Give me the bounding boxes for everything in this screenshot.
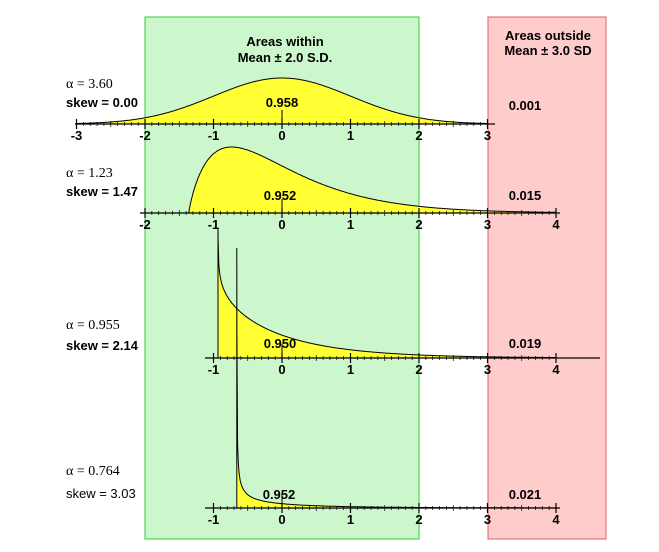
outside-header-line1: Areas outside <box>505 28 591 43</box>
tick-label: 3 <box>484 217 491 232</box>
tick-label: 4 <box>552 217 560 232</box>
tick-label: 1 <box>347 217 354 232</box>
tick-label: -2 <box>139 217 151 232</box>
alpha-label-1: α = 3.60 <box>66 77 113 92</box>
tick-label: -3 <box>71 128 83 143</box>
area-outside-label-1: 0.001 <box>509 98 542 113</box>
panel-4: -1 0 1 2 3 4 α = 0.764 skew = 3.03 0.952 0.02… <box>66 247 560 527</box>
skew-label-1: skew = 0.00 <box>66 95 138 110</box>
skew-label-2: skew = 1.47 <box>66 184 138 199</box>
area-within-label-2: 0.952 <box>264 188 297 203</box>
tick-label: 1 <box>347 128 354 143</box>
tick-label: 4 <box>552 512 560 527</box>
panel-3: -1 0 1 2 3 4 α = 0.955 skew = 2.14 0.950 0.01… <box>66 227 600 377</box>
area-within-label-3: 0.950 <box>264 336 297 351</box>
tick-label: -1 <box>208 362 220 377</box>
outside-band <box>487 16 607 540</box>
within-header-line2: Mean ± 2.0 S.D. <box>238 50 333 65</box>
tick-label: 3 <box>484 362 491 377</box>
tick-label: 0 <box>278 512 285 527</box>
axis-4: -1 0 1 2 3 4 <box>205 494 560 527</box>
area-outside-label-4: 0.021 <box>509 487 542 502</box>
area-outside-label-3: 0.019 <box>509 336 542 351</box>
tick-label: -1 <box>208 217 220 232</box>
tick-label: -1 <box>208 128 220 143</box>
tick-label: 1 <box>347 362 354 377</box>
area-outside-label-2: 0.015 <box>509 188 542 203</box>
tick-label: 0 <box>278 128 285 143</box>
axis-1: -3 -2 -1 0 1 2 3 <box>71 110 495 143</box>
axis-2: -2 -1 0 1 2 3 4 <box>139 199 560 232</box>
axis-3: -1 0 1 2 3 4 <box>205 344 600 377</box>
alpha-label-4: α = 0.764 <box>66 464 120 479</box>
tick-label: 0 <box>278 362 285 377</box>
skew-label-3: skew = 2.14 <box>66 338 139 353</box>
density-curve-3 <box>217 227 557 359</box>
density-curve-1 <box>76 77 489 125</box>
area-within-label-4: 0.952 <box>263 487 296 502</box>
tick-label: 2 <box>415 128 422 143</box>
tick-label: 1 <box>347 512 354 527</box>
tick-label: 4 <box>552 362 560 377</box>
tick-label: -1 <box>208 512 220 527</box>
alpha-label-2: α = 1.23 <box>66 166 113 181</box>
tick-label: 2 <box>415 362 422 377</box>
skew-label-4: skew = 3.03 <box>66 486 136 501</box>
density-curve-2 <box>188 146 558 214</box>
outside-header-line2: Mean ± 3.0 SD <box>504 43 591 58</box>
panel-1: -3 -2 -1 0 1 2 3 α = 3.60 skew = 0.00 0.958 0.… <box>66 77 541 143</box>
tick-label: 0 <box>278 217 285 232</box>
alpha-label-3: α = 0.955 <box>66 318 120 333</box>
panel-2: -2 -1 0 1 2 3 4 α = 1.23 skew = 1.47 0.952 0.0… <box>66 146 560 232</box>
tick-label: 2 <box>415 217 422 232</box>
tick-label: -2 <box>139 128 151 143</box>
tick-label: 3 <box>484 128 491 143</box>
within-header-line1: Areas within <box>246 34 323 49</box>
tick-label: 2 <box>415 512 422 527</box>
tick-label: 3 <box>484 512 491 527</box>
area-within-label-1: 0.958 <box>266 95 299 110</box>
